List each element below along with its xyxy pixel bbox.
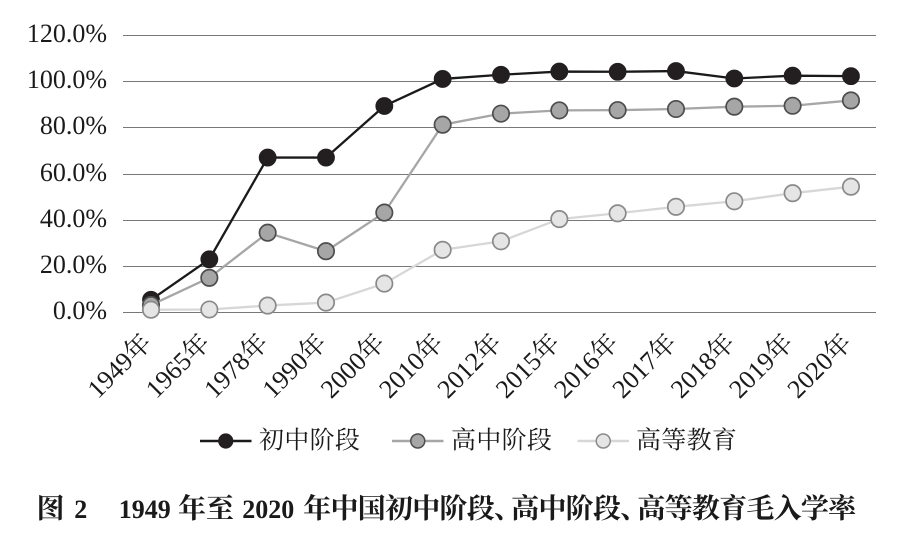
svg-text:2: 2 <box>74 495 87 524</box>
svg-text:2020: 2020 <box>242 495 294 524</box>
svg-text:100.0%: 100.0% <box>27 65 107 94</box>
svg-text:80.0%: 80.0% <box>40 111 107 140</box>
svg-text:60.0%: 60.0% <box>40 158 107 187</box>
svg-text:0.0%: 0.0% <box>53 296 107 325</box>
svg-text:120.0%: 120.0% <box>27 19 107 48</box>
svg-text:1949: 1949 <box>119 495 171 524</box>
svg-text:40.0%: 40.0% <box>40 204 107 233</box>
svg-text:20.0%: 20.0% <box>40 250 107 279</box>
